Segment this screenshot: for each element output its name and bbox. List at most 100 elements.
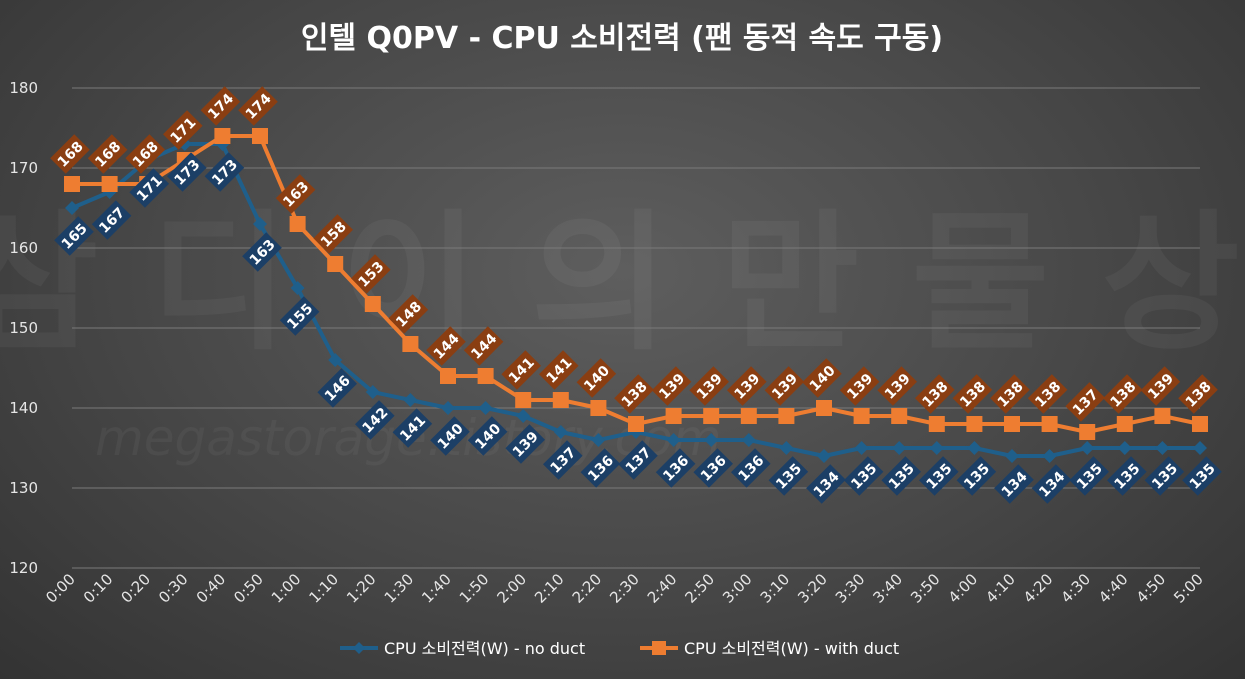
marker-square: [891, 408, 908, 424]
data-label-bg: [543, 440, 583, 480]
data-label-bg: [1144, 456, 1185, 496]
marker-diamond: [967, 441, 982, 455]
data-label-bg: [952, 374, 993, 414]
data-label-bg: [915, 374, 955, 414]
marker-square: [740, 408, 757, 424]
chart-title: 인텔 Q0PV - CPU 소비전력 (팬 동적 속도 구동): [301, 21, 943, 56]
data-label: 134: [994, 464, 1034, 504]
marker-square: [628, 416, 644, 432]
legend-label-no-duct: CPU 소비전력(W) - no duct: [384, 639, 585, 658]
data-label: 134: [1031, 464, 1072, 504]
y-tick-label: 160: [9, 239, 38, 257]
data-label: 158: [313, 214, 353, 254]
data-label-bg: [1107, 456, 1147, 496]
data-label-bg: [238, 86, 278, 126]
marker-diamond: [1155, 441, 1170, 455]
y-tick-label: 120: [9, 559, 38, 577]
x-tick-label: 4:00: [945, 570, 982, 607]
x-tick-label: 1:10: [305, 570, 342, 607]
data-label-bg: [279, 296, 320, 336]
marker-diamond: [1117, 441, 1132, 455]
data-label: 135: [919, 456, 959, 496]
data-label-bg: [505, 424, 545, 464]
data-label: 134: [806, 464, 846, 504]
data-label-bg: [956, 456, 997, 496]
x-tick-label: 0:00: [42, 570, 79, 607]
data-label-bg: [167, 152, 207, 192]
marker-square: [64, 176, 80, 192]
data-label-bg: [163, 110, 203, 150]
x-tick-label: 0:50: [230, 570, 267, 607]
data-label-bg: [1178, 374, 1218, 414]
marker-square: [928, 416, 945, 432]
x-tick-label: 3:10: [757, 570, 794, 607]
data-label-bg: [317, 368, 357, 408]
x-tick-label: 0:10: [80, 570, 117, 607]
data-label: 136: [731, 448, 771, 488]
data-label-bg: [806, 464, 846, 504]
data-label-bg: [242, 232, 282, 272]
data-label-bg: [1069, 456, 1109, 496]
data-label: 146: [317, 368, 357, 408]
data-label-bg: [1031, 464, 1072, 504]
marker-diamond: [253, 217, 267, 231]
marker-diamond: [365, 385, 380, 399]
data-label-bg: [994, 464, 1034, 504]
marker-square: [1041, 416, 1058, 432]
x-tick-label: 4:50: [1133, 570, 1170, 607]
marker-diamond: [854, 441, 869, 455]
grid-lines: [72, 87, 1200, 569]
data-label-bg: [919, 456, 959, 496]
data-label-bg: [990, 374, 1030, 414]
marker-square: [778, 408, 795, 424]
marker-square: [327, 256, 344, 272]
data-label-bg: [614, 374, 654, 414]
y-tick-label: 140: [9, 399, 38, 417]
x-tick-label: 3:00: [719, 570, 756, 607]
data-label-bg: [618, 440, 658, 480]
data-label-bg: [539, 350, 579, 390]
data-label: 135: [768, 456, 809, 496]
data-label: 139: [689, 366, 729, 406]
data-label: 174: [200, 86, 241, 126]
marker-diamond: [817, 449, 831, 463]
marker-diamond: [553, 425, 568, 439]
x-tick-label: 3:20: [794, 570, 831, 607]
data-label-bg: [877, 366, 917, 406]
data-label: 135: [881, 456, 921, 496]
data-label-bg: [467, 416, 508, 456]
marker-square: [101, 176, 118, 192]
marker-square: [252, 128, 268, 144]
marker-diamond: [666, 433, 681, 447]
data-label-bg: [50, 134, 90, 174]
y-axis: 120 130 140 150 160 170 180: [9, 79, 38, 577]
data-label-bg: [275, 174, 316, 214]
x-tick-label: 2:40: [644, 570, 681, 607]
x-tick-label: 2:20: [569, 570, 606, 607]
x-tick-label: 1:20: [343, 570, 380, 607]
x-tick-label: 2:10: [531, 570, 568, 607]
legend-marker-diamond: [353, 642, 365, 654]
data-label-bg: [1027, 374, 1068, 414]
data-label-bg: [580, 448, 621, 488]
data-label: 135: [1144, 456, 1185, 496]
data-label-bg: [54, 216, 94, 256]
data-label: 174: [238, 86, 278, 126]
marker-square: [1116, 416, 1133, 432]
data-label-bg: [1140, 366, 1181, 406]
marker-square: [665, 408, 682, 424]
data-label-bg: [91, 200, 132, 240]
marker-diamond: [591, 433, 606, 447]
marker-diamond: [929, 441, 944, 455]
x-tick-label: 4:10: [982, 570, 1019, 607]
data-label-bg: [839, 366, 880, 406]
data-label-bg: [802, 358, 842, 398]
x-axis: 0:00 0:10 0:20 0:30 0:40 0:50 1:00 1:10 1:20 1:30…: [42, 570, 1207, 607]
marker-square: [364, 296, 381, 312]
data-label: 139: [1140, 366, 1181, 406]
marker-diamond: [704, 433, 719, 447]
data-label: 135: [1107, 456, 1147, 496]
data-label-bg: [501, 350, 541, 390]
data-label: 173: [204, 152, 245, 192]
